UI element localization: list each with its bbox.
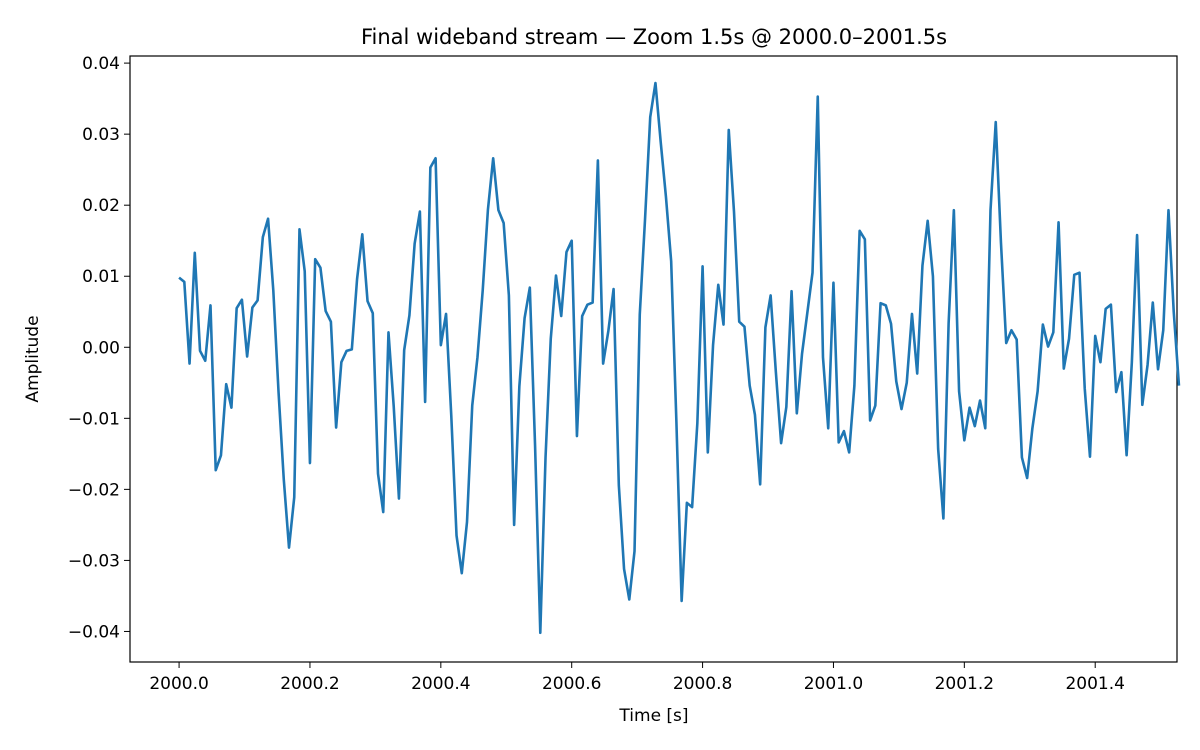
x-tick-label: 2000.0: [149, 674, 208, 694]
y-tick-label: −0.03: [68, 551, 120, 571]
y-tick-label: −0.01: [68, 409, 120, 429]
x-axis: 2000.0 2000.2 2000.4 2000.6 2000.8 2001.0 2001…: [149, 662, 1125, 694]
x-axis-label: Time [s]: [618, 706, 688, 726]
x-tick-label: 2000.6: [542, 674, 601, 694]
y-tick-label: 0.01: [82, 267, 120, 287]
y-tick-label: 0.03: [82, 125, 120, 145]
x-tick-label: 2000.4: [411, 674, 470, 694]
y-tick-label: 0.00: [82, 338, 120, 358]
x-tick-label: 2000.2: [280, 674, 339, 694]
series-layer: [178, 81, 1181, 635]
x-tick-label: 2001.0: [804, 674, 863, 694]
x-tick-label: 2001.4: [1065, 674, 1124, 694]
x-tick-label: 2001.2: [935, 674, 994, 694]
series-line: [178, 81, 1181, 635]
x-tick-label: 2000.8: [673, 674, 732, 694]
y-tick-label: −0.02: [68, 480, 120, 500]
y-tick-label: 0.04: [82, 54, 120, 74]
y-tick-label: −0.04: [68, 622, 120, 642]
y-axis-label: Amplitude: [23, 315, 43, 402]
plot-area: 2000.0 2000.2 2000.4 2000.6 2000.8 2001.0 2001…: [68, 54, 1181, 694]
chart-title: Final wideband stream — Zoom 1.5s @ 2000…: [361, 25, 947, 49]
y-tick-label: 0.02: [82, 196, 120, 216]
y-axis: −0.04 −0.03 −0.02 −0.01 0.00 0.01 0.02 0.03 0.04: [68, 54, 130, 642]
